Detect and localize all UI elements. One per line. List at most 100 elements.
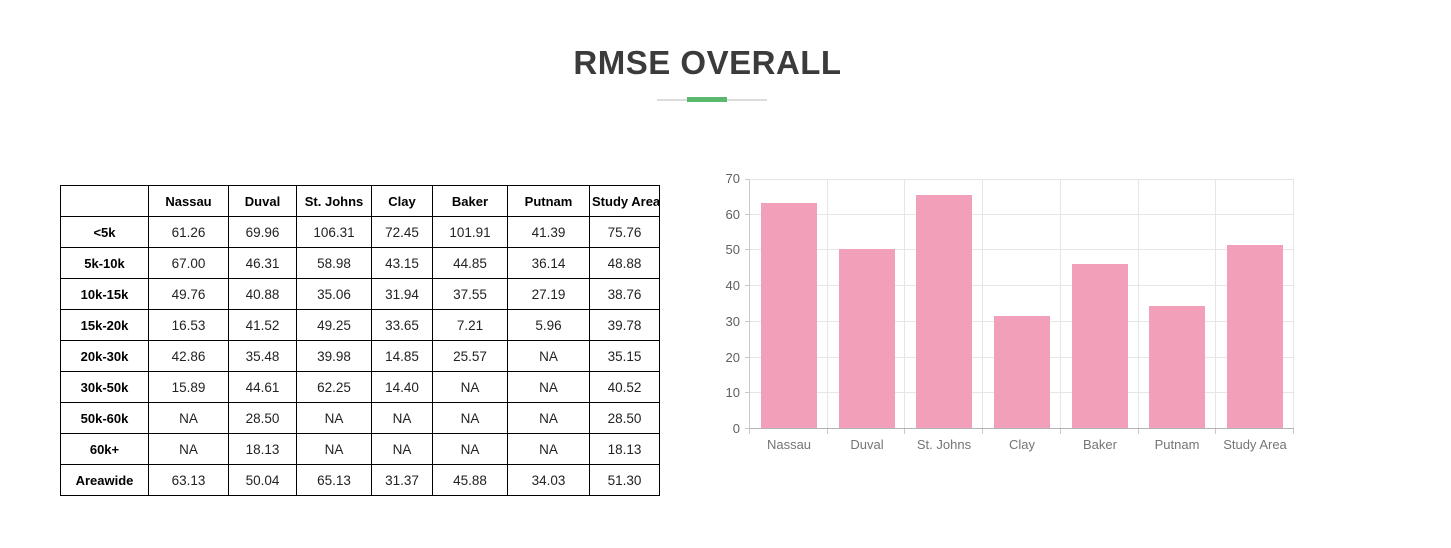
x-axis-tick — [749, 429, 750, 434]
table-cell: 25.57 — [432, 340, 508, 372]
x-axis-tick — [1138, 429, 1139, 434]
x-axis-tick — [1215, 429, 1216, 434]
x-axis-label: St. Johns — [916, 437, 972, 452]
table-cell: NA — [507, 371, 590, 403]
table-cell: 40.52 — [589, 371, 660, 403]
table-cell: 31.37 — [371, 464, 433, 496]
table-cell: 16.53 — [148, 309, 229, 341]
bar-baker[interactable] — [1072, 264, 1128, 428]
table-row: 20k-30k 42.86 35.48 39.98 14.85 25.57 NA 35.15 — [60, 340, 660, 372]
table-cell: 69.96 — [228, 216, 297, 248]
table-cell: 75.76 — [589, 216, 660, 248]
table-cell: 49.76 — [148, 278, 229, 310]
x-axis-label: Clay — [1008, 437, 1035, 452]
row-label: 20k-30k — [60, 340, 149, 372]
gridline-vertical — [1215, 179, 1216, 429]
table-cell: 44.61 — [228, 371, 297, 403]
table-row: 5k-10k 67.00 46.31 58.98 43.15 44.85 36.14 48.8… — [60, 247, 660, 279]
y-axis-tick — [745, 179, 750, 180]
table-cell: 41.52 — [228, 309, 297, 341]
table-cell: NA — [507, 433, 590, 465]
bar-study-area[interactable] — [1227, 245, 1283, 428]
gridline-vertical — [1293, 179, 1294, 429]
table-cell: NA — [296, 402, 372, 434]
table-cell: 36.14 — [507, 247, 590, 279]
table-header-row: Nassau Duval St. Johns Clay Baker Putnam Study… — [60, 185, 660, 217]
bar-duval[interactable] — [839, 249, 895, 428]
table-cell: 35.48 — [228, 340, 297, 372]
x-axis-label: Study Area — [1223, 437, 1287, 452]
bar-putnam[interactable] — [1149, 306, 1205, 428]
table-cell: NA — [432, 402, 508, 434]
table-cell: 7.21 — [432, 309, 508, 341]
y-axis-tick — [745, 392, 750, 393]
y-axis-label: 30 — [725, 314, 740, 329]
y-axis-tick — [745, 357, 750, 358]
table-header: Nassau Duval St. Johns Clay Baker Putnam Study… — [60, 185, 660, 217]
y-axis-tick — [745, 285, 750, 286]
table-cell: NA — [371, 433, 433, 465]
table-row: 15k-20k 16.53 41.52 49.25 33.65 7.21 5.96 39.78 — [60, 309, 660, 341]
x-axis-tick — [827, 429, 828, 434]
table-cell: NA — [432, 371, 508, 403]
row-label: <5k — [60, 216, 149, 248]
table-cell: NA — [296, 433, 372, 465]
y-axis-tick — [745, 428, 750, 429]
gridline-horizontal — [750, 214, 1294, 215]
table-cell: 14.40 — [371, 371, 433, 403]
table-cell: 18.13 — [228, 433, 297, 465]
rmse-table: Nassau Duval St. Johns Clay Baker Putnam Study… — [60, 185, 660, 496]
row-label: 15k-20k — [60, 309, 149, 341]
x-axis-tick — [904, 429, 905, 434]
y-axis-label: 50 — [725, 242, 740, 257]
y-axis-tick — [745, 249, 750, 250]
table-cell: NA — [507, 340, 590, 372]
y-axis-label: 60 — [725, 207, 740, 222]
x-axis-tick — [1293, 429, 1294, 434]
x-axis-label: Duval — [850, 437, 884, 452]
x-axis-label: Baker — [1083, 437, 1117, 452]
row-label: 60k+ — [60, 433, 149, 465]
row-label: 30k-50k — [60, 371, 149, 403]
table-cell: 27.19 — [507, 278, 590, 310]
table-cell: 50.04 — [228, 464, 297, 496]
bar-clay[interactable] — [994, 316, 1050, 428]
gridline-horizontal — [750, 249, 1294, 250]
table-cell: 38.76 — [589, 278, 660, 310]
table-cell: 5.96 — [507, 309, 590, 341]
page-title: RMSE OVERALL — [573, 44, 842, 81]
gridline-vertical — [827, 179, 828, 429]
y-axis-tick — [745, 214, 750, 215]
table-row: <5k 61.26 69.96 106.31 72.45 101.91 41.39 75.76 — [60, 216, 660, 248]
table-cell: 41.39 — [507, 216, 590, 248]
x-axis-baseline — [749, 428, 1294, 429]
table-cell: 39.98 — [296, 340, 372, 372]
table-cell: 15.89 — [148, 371, 229, 403]
gridline-vertical — [982, 179, 983, 429]
table-cell: 67.00 — [148, 247, 229, 279]
y-axis-label: 70 — [725, 171, 740, 186]
row-label: Areawide — [60, 464, 149, 496]
column-header: Clay — [371, 185, 433, 217]
table-row: Areawide 63.13 50.04 65.13 31.37 45.88 34.03 51… — [60, 464, 660, 496]
table-cell: 37.55 — [432, 278, 508, 310]
y-axis-label: 40 — [725, 278, 740, 293]
row-label: 5k-10k — [60, 247, 149, 279]
x-axis-label: Nassau — [766, 437, 812, 452]
bar-st-johns[interactable] — [916, 195, 972, 428]
table-cell: 14.85 — [371, 340, 433, 372]
table-cell: 51.30 — [589, 464, 660, 496]
table-body: <5k 61.26 69.96 106.31 72.45 101.91 41.39 75.76… — [60, 216, 660, 496]
table-cell: 72.45 — [371, 216, 433, 248]
gridline-vertical — [904, 179, 905, 429]
table-row: 10k-15k 49.76 40.88 35.06 31.94 37.55 27.19 38.… — [60, 278, 660, 310]
column-header: Duval — [228, 185, 297, 217]
table-cell: NA — [148, 402, 229, 434]
bar-nassau[interactable] — [761, 203, 817, 428]
column-header: Baker — [432, 185, 508, 217]
table-cell: 34.03 — [507, 464, 590, 496]
table-cell: 43.15 — [371, 247, 433, 279]
table-cell: 63.13 — [148, 464, 229, 496]
row-label: 10k-15k — [60, 278, 149, 310]
